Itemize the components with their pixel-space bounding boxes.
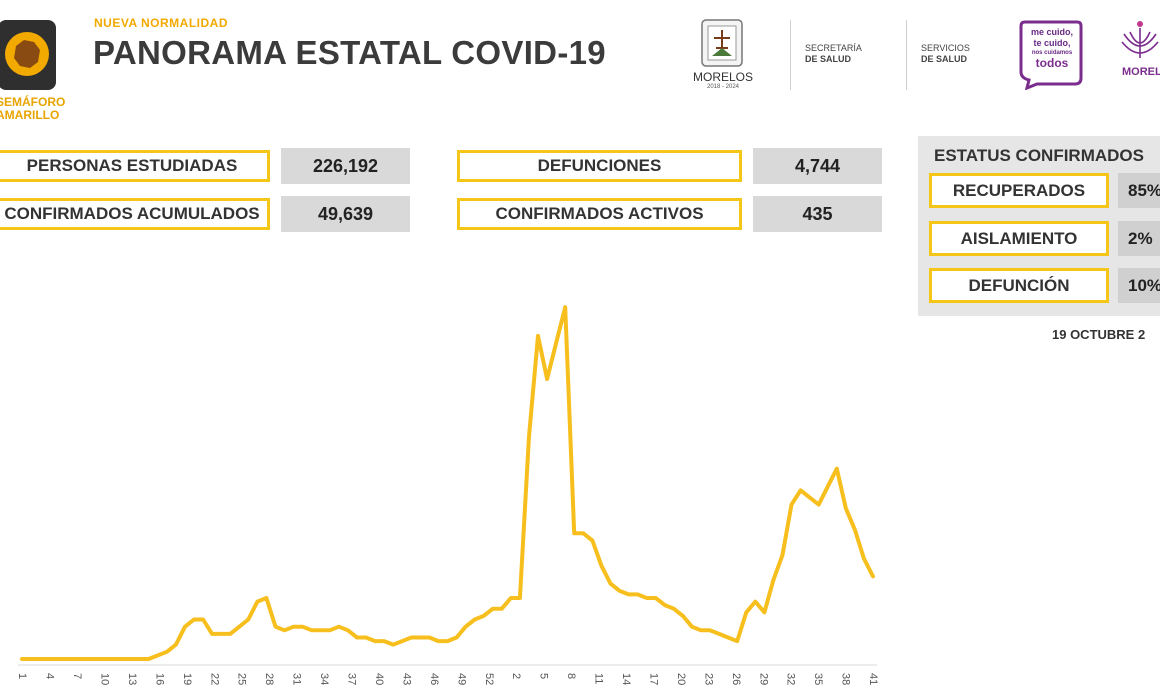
- semaforo-badge-icon: [0, 20, 56, 90]
- x-tick-label: 49: [455, 673, 467, 685]
- personas-estudiadas-label: PERSONAS ESTUDIADAS: [0, 150, 270, 182]
- personas-estudiadas-value: 226,192: [281, 148, 410, 184]
- logo-divider: [790, 20, 791, 90]
- x-tick-label: 26: [730, 673, 742, 685]
- x-tick-label: 32: [785, 673, 797, 685]
- x-tick-label: 19: [181, 673, 193, 685]
- x-tick-label: 29: [757, 673, 769, 685]
- x-tick-label: 20: [675, 673, 687, 685]
- x-tick-label: 25: [236, 673, 248, 685]
- aislamiento-label: AISLAMIENTO: [929, 221, 1109, 256]
- x-tick-label: 52: [483, 673, 495, 685]
- aislamiento-value: 2%: [1118, 221, 1160, 256]
- x-tick-label: 41: [867, 673, 879, 685]
- x-tick-label: 5: [538, 673, 550, 679]
- x-tick-label: 1: [16, 673, 28, 679]
- semaforo-label-line2: AMARILLO: [0, 108, 60, 122]
- x-tick-label: 10: [98, 673, 110, 685]
- page-subtitle: NUEVA NORMALIDAD: [94, 16, 228, 30]
- x-tick-label: 23: [702, 673, 714, 685]
- x-tick-label: 34: [318, 673, 330, 685]
- secretaria-line2: DE SALUD: [805, 54, 852, 64]
- x-tick-label: 43: [400, 673, 412, 685]
- campaign-line3: nos cuidamos: [1031, 50, 1073, 56]
- x-tick-label: 35: [812, 673, 824, 685]
- status-title: ESTATUS CONFIRMADOS: [934, 146, 1144, 165]
- morelos-shield-icon: [701, 19, 743, 67]
- confirmados-activos-value: 435: [753, 196, 882, 232]
- morelos-flower-icon: [1121, 21, 1159, 58]
- x-tick-label: 22: [208, 673, 220, 685]
- x-tick-label: 4: [44, 673, 56, 679]
- defuncion-value: 10%: [1118, 268, 1160, 303]
- campaign-badge-icon: [1019, 20, 1083, 90]
- x-tick-label: 28: [263, 673, 275, 685]
- morelos-logo-name: MORELOS: [692, 70, 753, 84]
- x-tick-label: 46: [428, 673, 440, 685]
- logo-divider: [906, 20, 907, 90]
- semaforo-label-line1: SEMÁFORO: [0, 95, 66, 109]
- x-tick-label: 11: [593, 673, 605, 684]
- confirmados-activos-label: CONFIRMADOS ACTIVOS: [457, 198, 742, 230]
- series-line: [20, 305, 875, 661]
- defunciones-value: 4,744: [753, 148, 882, 184]
- page-title: PANORAMA ESTATAL COVID-19: [93, 34, 606, 71]
- x-tick-label: 13: [126, 673, 138, 685]
- recuperados-value: 85%: [1118, 173, 1160, 208]
- servicios-line1: SERVICIOS: [921, 43, 970, 53]
- campaign-line2: te cuido,: [1033, 38, 1071, 48]
- cases-line-chart: 1 4 7 10 13 16 19 22 25 28 31 34 37 40 43 46 49 52 2 5 8 11 14…: [16, 305, 879, 685]
- confirmados-acumulados-value: 49,639: [281, 196, 410, 232]
- x-tick-label: 40: [373, 673, 385, 685]
- x-tick-label: 31: [291, 673, 303, 685]
- confirmados-acumulados-label: CONFIRMADOS ACUMULADOS: [0, 198, 270, 230]
- defunciones-label: DEFUNCIONES: [457, 150, 742, 182]
- x-tick-label: 2: [510, 673, 522, 679]
- defuncion-label: DEFUNCIÓN: [929, 268, 1109, 303]
- x-tick-label: 17: [647, 673, 659, 685]
- servicios-line2: DE SALUD: [921, 54, 968, 64]
- x-tick-label: 37: [346, 673, 358, 685]
- campaign-line4: todos: [1035, 56, 1069, 70]
- x-tick-label: 38: [840, 673, 852, 685]
- x-tick-label: 14: [620, 673, 632, 685]
- secretaria-line1: SECRETARÍA: [805, 43, 862, 53]
- morelos2-logo-name: MORELO: [1122, 66, 1160, 78]
- campaign-line1: me cuido,: [1030, 27, 1073, 37]
- x-tick-label: 16: [153, 673, 165, 685]
- x-tick-label: 8: [565, 673, 577, 679]
- recuperados-label: RECUPERADOS: [929, 173, 1109, 208]
- x-tick-label: 7: [71, 673, 83, 679]
- morelos-logo-years: 2018 - 2024: [706, 84, 740, 90]
- report-date: 19 OCTUBRE 2: [1052, 327, 1146, 342]
